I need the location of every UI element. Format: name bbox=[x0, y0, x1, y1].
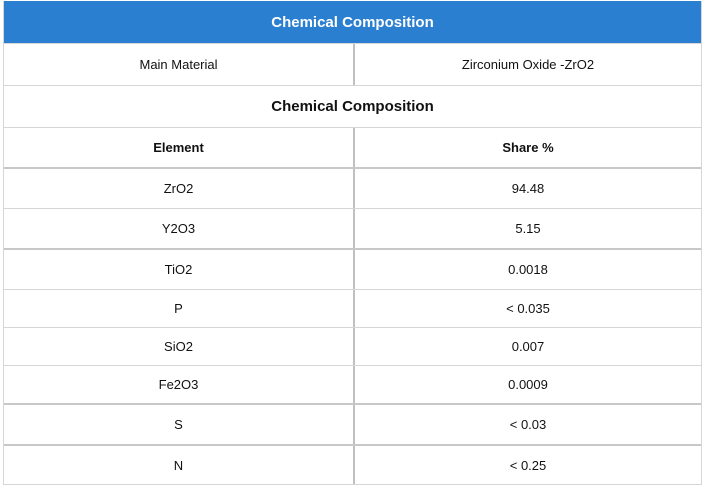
element-cell: Y2O3 bbox=[161, 221, 196, 236]
column-header-share: Share % bbox=[353, 128, 701, 167]
element-cell: S bbox=[174, 417, 183, 432]
section-title-row: Chemical Composition bbox=[4, 85, 701, 127]
element-cell: TiO2 bbox=[164, 262, 193, 277]
share-cell: < 0.03 bbox=[353, 405, 701, 444]
column-header-row: Element Share % bbox=[4, 127, 701, 167]
main-material-value: Zirconium Oxide -ZrO2 bbox=[353, 44, 701, 85]
element-cell: SiO2 bbox=[164, 339, 193, 354]
column-header-element: Element bbox=[153, 140, 204, 155]
table-row: ZrO2 94.48 bbox=[4, 167, 701, 208]
element-cell: N bbox=[173, 457, 184, 473]
share-cell: < 0.25 bbox=[353, 446, 701, 484]
share-cell: 0.0018 bbox=[353, 250, 701, 289]
element-cell: P bbox=[174, 301, 183, 316]
main-material-row: Main Material Zirconium Oxide -ZrO2 bbox=[4, 43, 701, 85]
main-material-label: Main Material bbox=[139, 57, 218, 72]
element-cell: ZrO2 bbox=[163, 181, 194, 196]
share-cell: 0.007 bbox=[353, 328, 701, 365]
table-row: Fe2O3 0.0009 bbox=[4, 365, 701, 403]
share-cell: < 0.035 bbox=[353, 290, 701, 327]
section-title: Chemical Composition bbox=[271, 98, 434, 115]
composition-table: Chemical Composition Main Material Zirco… bbox=[3, 1, 702, 485]
table-row: TiO2 0.0018 bbox=[4, 248, 701, 289]
table-row: S < 0.03 bbox=[4, 403, 701, 444]
element-cell: Fe2O3 bbox=[158, 377, 199, 392]
share-cell: 0.0009 bbox=[353, 366, 701, 403]
table-row: SiO2 0.007 bbox=[4, 327, 701, 365]
table-row: N < 0.25 bbox=[4, 444, 701, 484]
share-cell: 94.48 bbox=[353, 169, 701, 208]
share-cell: 5.15 bbox=[353, 209, 701, 248]
table-row: P < 0.035 bbox=[4, 289, 701, 327]
table-header: Chemical Composition bbox=[4, 1, 701, 43]
table-row: Y2O3 5.15 bbox=[4, 208, 701, 248]
